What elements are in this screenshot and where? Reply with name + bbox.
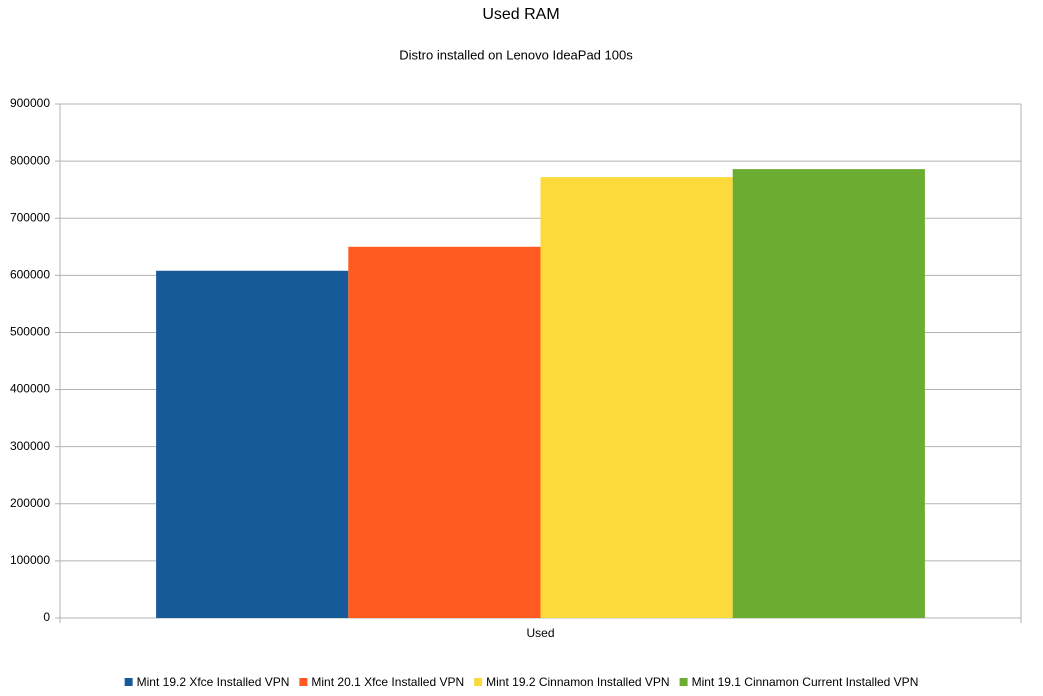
y-tick-label: 100000 bbox=[10, 553, 50, 567]
y-tick-label: 0 bbox=[43, 610, 50, 624]
legend-swatch bbox=[124, 678, 133, 686]
y-tick-label: 500000 bbox=[10, 325, 50, 339]
bar bbox=[540, 177, 733, 618]
y-tick-label: 700000 bbox=[10, 210, 50, 224]
y-tick-label: 300000 bbox=[10, 439, 50, 453]
legend-swatch bbox=[474, 678, 483, 686]
legend-label: Mint 19.1 Cinnamon Current Installed VPN bbox=[692, 675, 919, 689]
legend-label: Mint 19.2 Cinnamon Installed VPN bbox=[486, 675, 669, 689]
chart-subtitle: Distro installed on Lenovo IdeaPad 100s bbox=[399, 47, 633, 62]
bar bbox=[156, 270, 349, 618]
y-tick-label: 200000 bbox=[10, 496, 50, 510]
legend-label: Mint 20.1 Xfce Installed VPN bbox=[311, 675, 464, 689]
y-tick-label: 600000 bbox=[10, 268, 50, 282]
legend-label: Mint 19.2 Xfce Installed VPN bbox=[137, 675, 290, 689]
y-tick-label: 900000 bbox=[10, 96, 50, 110]
legend-swatch bbox=[299, 678, 308, 686]
bar bbox=[732, 169, 925, 618]
y-tick-label: 400000 bbox=[10, 382, 50, 396]
bar bbox=[348, 246, 541, 618]
y-tick-label: 800000 bbox=[10, 153, 50, 167]
x-tick-label: Used bbox=[526, 626, 554, 640]
chart-title: Used RAM bbox=[482, 6, 559, 23]
legend-swatch bbox=[679, 678, 688, 686]
